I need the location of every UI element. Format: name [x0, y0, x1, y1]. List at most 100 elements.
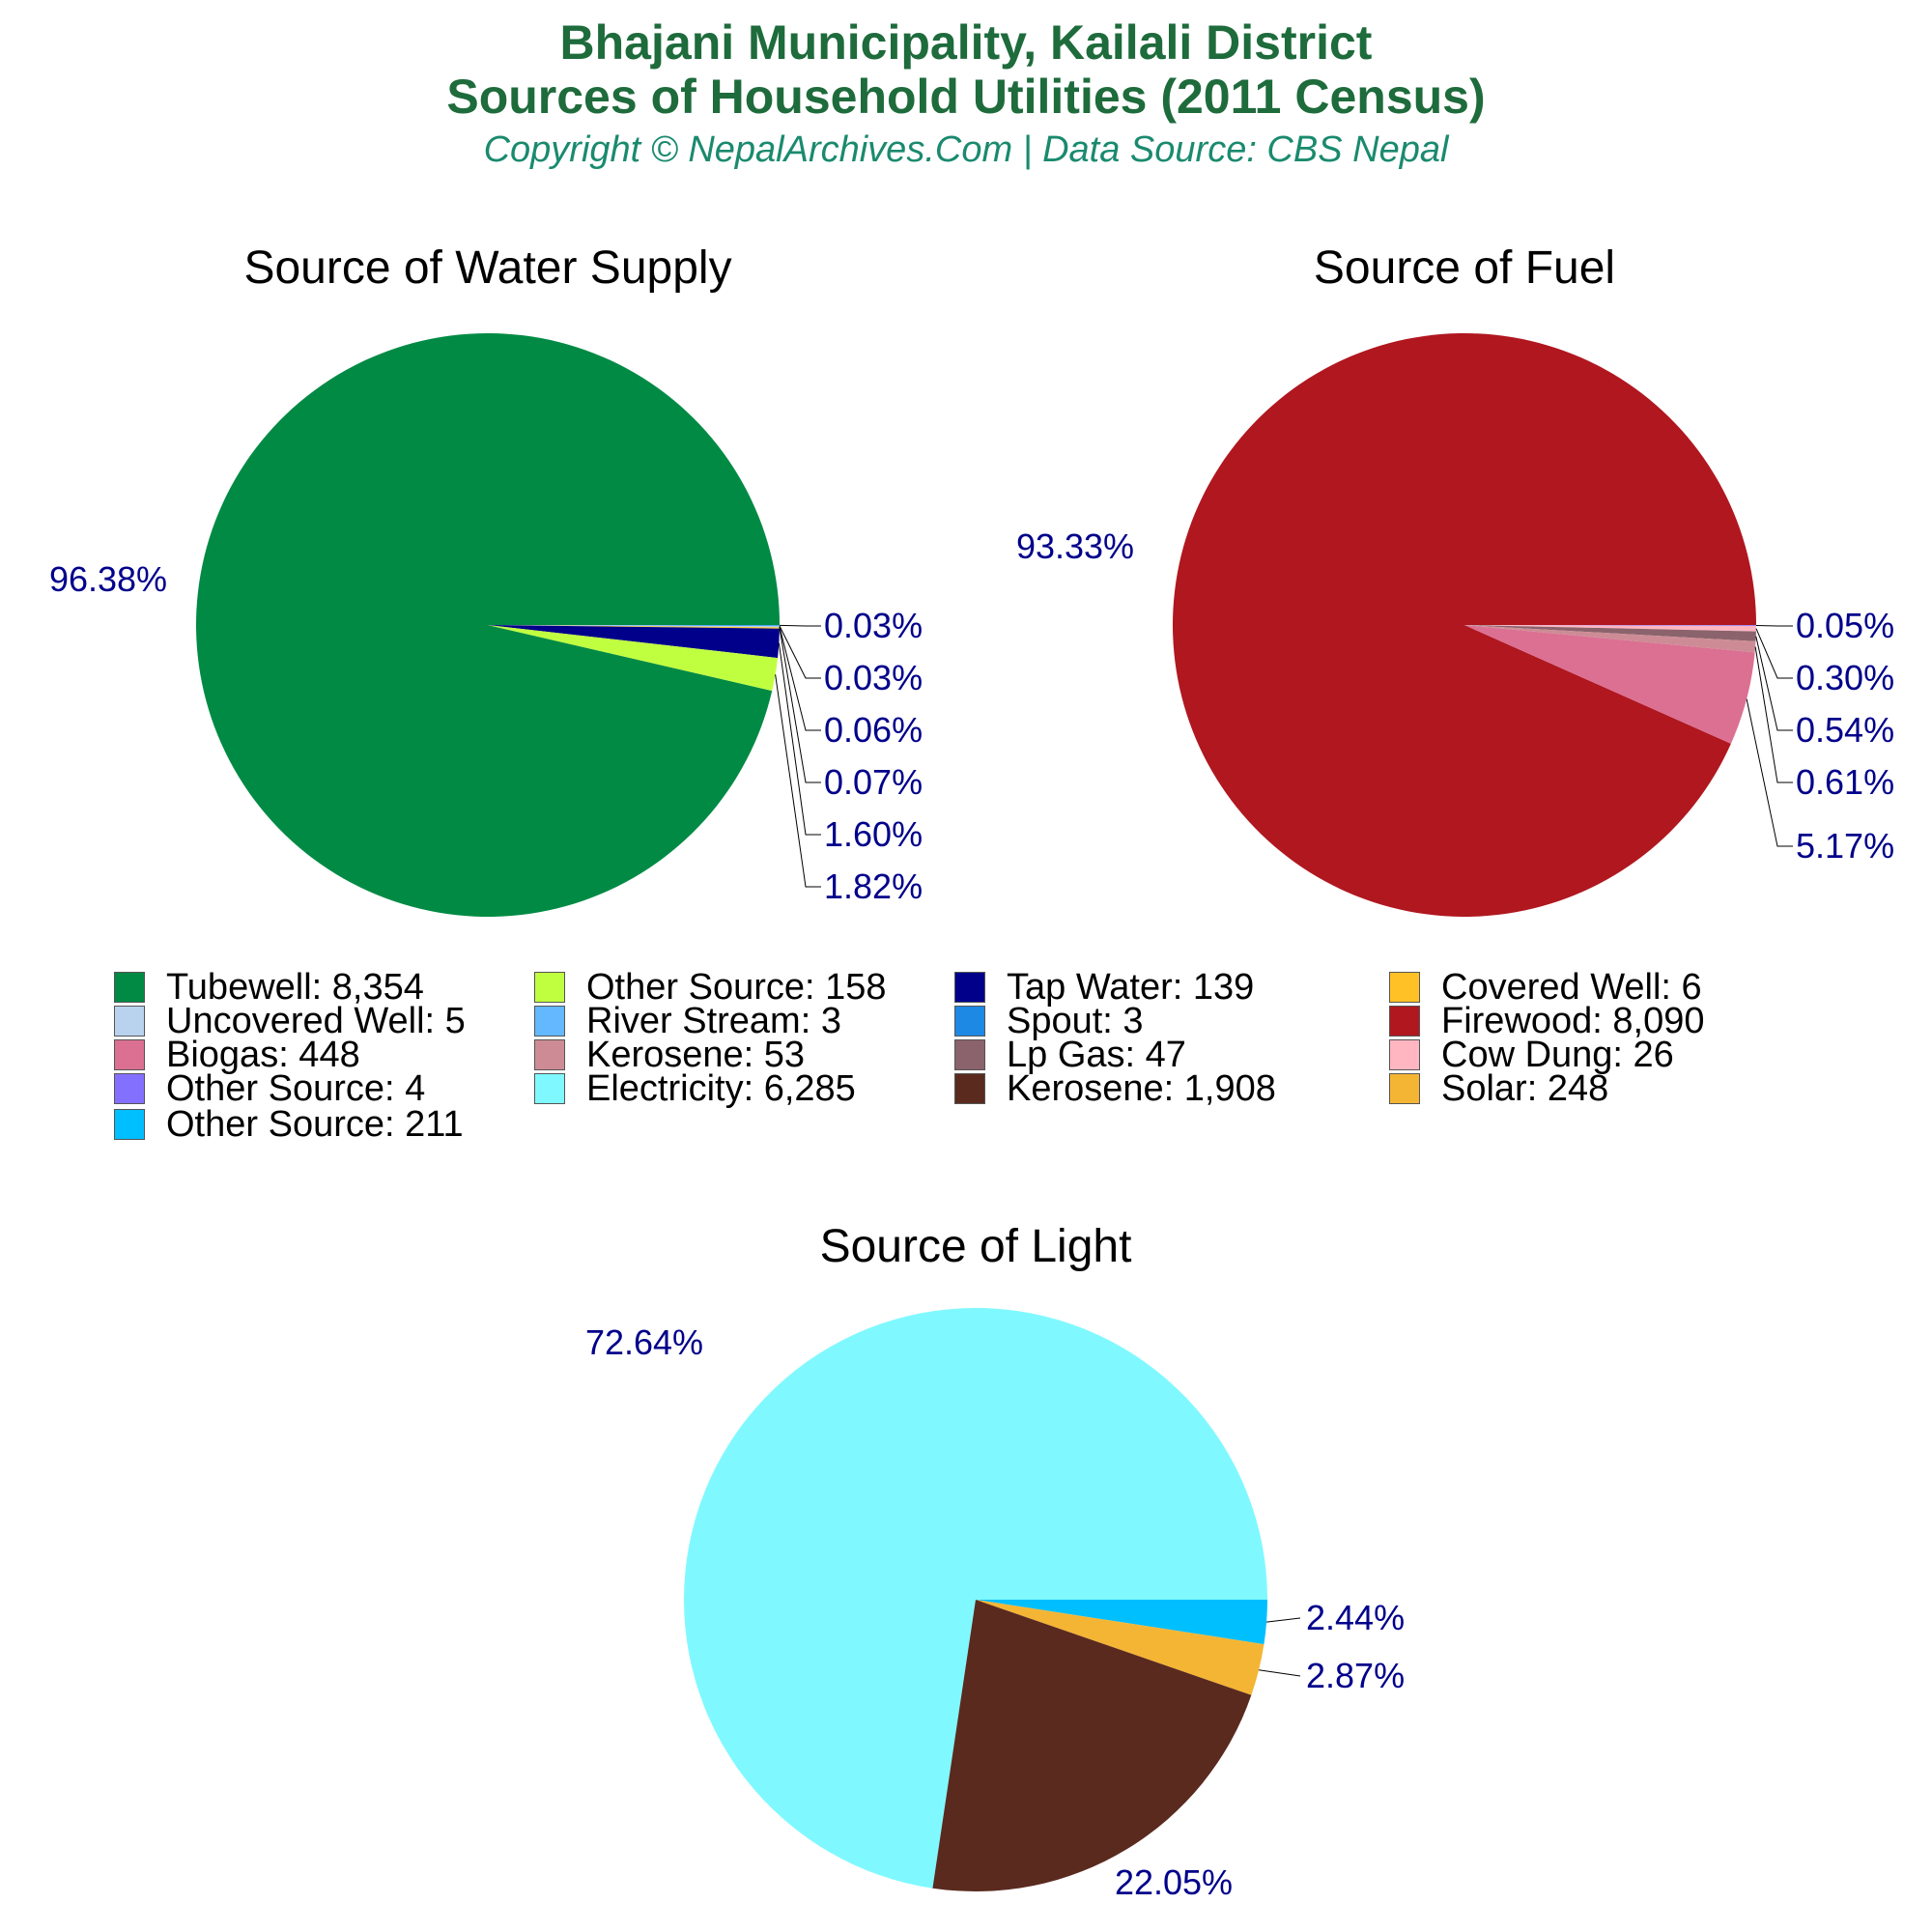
pie-slice [488, 625, 780, 626]
pie-slice [684, 1308, 1267, 1889]
leader-line [779, 627, 821, 783]
pie-slice [1173, 333, 1756, 918]
leader-line [1755, 636, 1793, 731]
legend-item: Tap Water: 139 [954, 966, 1254, 1009]
legend-swatch [114, 1006, 145, 1037]
pie-chart-3: Source of Light 72.64% 22.05% 2.87% 2.44% [585, 1221, 1405, 1902]
page-title-line-2: Sources of Household Utilities (2011 Cen… [446, 70, 1486, 124]
legend-swatch [954, 1039, 985, 1070]
pie-slice [1464, 625, 1756, 641]
legend-swatch [1389, 1039, 1420, 1070]
legend-item: River Stream: 3 [534, 1000, 841, 1042]
leader-line [1746, 698, 1793, 847]
data-label: 0.30% [1796, 658, 1894, 697]
pie-slice [976, 1600, 1267, 1645]
legend-item: Cow Dung: 26 [1389, 1034, 1674, 1076]
legend-label: Other Source: 211 [166, 1103, 464, 1145]
leader-line [1266, 1617, 1301, 1623]
data-label: 93.33% [1016, 526, 1134, 566]
pie-chart-1: Source of Water Supply 96.38% 0.03% 0.03% 0.… [49, 242, 923, 918]
page-title-line-1: Bhajani Municipality, Kailali District [559, 15, 1373, 70]
data-label: 0.07% [824, 762, 923, 802]
pie-slice [1464, 625, 1755, 744]
legend-swatch [114, 972, 145, 1003]
legend-label: Electricity: 6,285 [586, 1067, 856, 1109]
legend-swatch [954, 1073, 985, 1104]
data-label: 0.05% [1796, 606, 1894, 645]
legend-label: Solar: 248 [1441, 1067, 1609, 1109]
legend-label: Tap Water: 139 [1007, 966, 1255, 1008]
legend-item: Kerosene: 1,908 [954, 1067, 1276, 1110]
legend-swatch [1389, 1006, 1420, 1037]
legend-item: Other Source: 4 [114, 1067, 425, 1110]
pie-slice [1464, 625, 1756, 632]
leader-line [779, 624, 821, 627]
legend-item: Covered Well: 6 [1389, 966, 1702, 1009]
data-label: 2.87% [1306, 1656, 1405, 1695]
data-label: 1.60% [824, 814, 923, 854]
legend-swatch [534, 1039, 565, 1070]
legend-swatch [534, 1006, 565, 1037]
leader-line [779, 626, 821, 731]
data-label: 0.54% [1796, 710, 1894, 750]
legend-label: Other Source: 158 [586, 966, 887, 1008]
legend-swatch [954, 972, 985, 1003]
pie-slice [488, 625, 779, 692]
pie-slice [976, 1600, 1264, 1695]
pie-slice [932, 1600, 1252, 1892]
chart-title: Source of Light [820, 1221, 1132, 1272]
leader-line [1754, 646, 1793, 783]
legend-label: Biogas: 448 [166, 1034, 360, 1075]
legend-item: Lp Gas: 47 [954, 1034, 1186, 1076]
pie-slice [488, 625, 780, 629]
legend-item: Firewood: 8,090 [1389, 1000, 1705, 1042]
data-label: 0.03% [824, 606, 923, 645]
legend-item: Solar: 248 [1389, 1067, 1608, 1110]
data-label: 22.05% [1115, 1862, 1233, 1902]
leader-line [1755, 624, 1793, 627]
leader-line [778, 642, 821, 836]
legend-swatch [114, 1109, 145, 1140]
legend-item: Electricity: 6,285 [534, 1067, 856, 1110]
legend-item: Spout: 3 [954, 1000, 1144, 1042]
legend-item: Other Source: 211 [114, 1103, 464, 1146]
legend-label: Kerosene: 1,908 [1007, 1067, 1276, 1109]
chart-title: Source of Water Supply [243, 242, 731, 294]
legend-item: Tubewell: 8,354 [114, 966, 424, 1009]
legend-label: River Stream: 3 [586, 1000, 841, 1041]
leader-line [775, 674, 821, 888]
legend-label: Uncovered Well: 5 [166, 1000, 466, 1041]
leader-line [1259, 1669, 1301, 1677]
data-label: 1.82% [824, 867, 923, 906]
legend-swatch [534, 972, 565, 1003]
data-label: 72.64% [585, 1322, 703, 1362]
data-label: 96.38% [49, 559, 167, 599]
leader-line [779, 625, 821, 679]
legend-label: Spout: 3 [1007, 1000, 1144, 1041]
legend-swatch [1389, 1073, 1420, 1104]
pie-slice [488, 625, 780, 627]
legend-swatch [534, 1073, 565, 1104]
legend-item: Uncovered Well: 5 [114, 1000, 466, 1042]
chart-title: Source of Fuel [1314, 242, 1615, 294]
leader-line [1755, 628, 1793, 679]
data-label: 2.44% [1306, 1598, 1405, 1637]
legend-label: Kerosene: 53 [586, 1034, 806, 1075]
pie-slice [488, 625, 780, 628]
legend-item: Biogas: 448 [114, 1034, 360, 1076]
legend-label: Firewood: 8,090 [1441, 1000, 1705, 1041]
pie-chart-2: Source of Fuel 93.33% 0.05% 0.30% 0.54% 0.61%… [1016, 242, 1894, 918]
page-subtitle: Copyright © NepalArchives.Com | Data Sou… [483, 129, 1449, 170]
data-label: 0.03% [824, 658, 923, 697]
legend-label: Lp Gas: 47 [1007, 1034, 1186, 1075]
legend-label: Cow Dung: 26 [1441, 1034, 1674, 1075]
legend-label: Other Source: 4 [166, 1067, 426, 1109]
legend-swatch [1389, 972, 1420, 1003]
legend-swatch [114, 1073, 145, 1104]
data-label: 0.61% [1796, 762, 1894, 802]
legend-swatch [954, 1006, 985, 1037]
legend-item: Kerosene: 53 [534, 1034, 805, 1076]
pie-slice [1464, 625, 1756, 626]
legend-label: Tubewell: 8,354 [166, 966, 424, 1008]
